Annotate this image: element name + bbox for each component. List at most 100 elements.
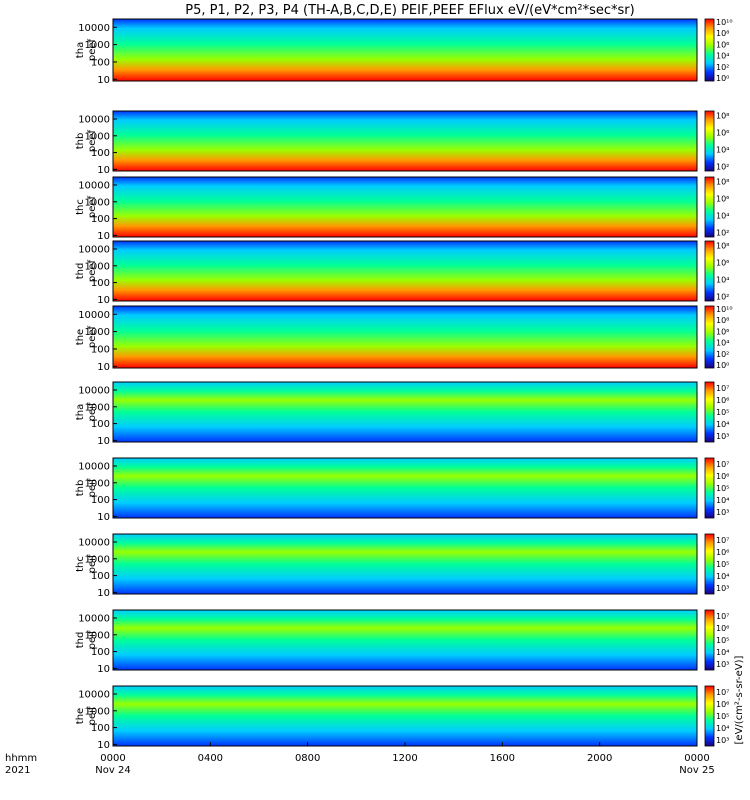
panel-label-probe: tha bbox=[75, 404, 86, 420]
colorbar-tick-label: 10⁴ bbox=[716, 724, 729, 733]
y-tick-label: 10 bbox=[97, 362, 110, 373]
panel-label-probe: tha bbox=[75, 42, 86, 58]
panel-thd-peef: 10 100 1000 10000 thd peef 10⁸ 10⁶ 10⁴ 10² bbox=[75, 240, 729, 306]
colorbar-tick-label: 10⁶ bbox=[716, 327, 729, 336]
colorbar-thc-peif bbox=[704, 533, 715, 595]
panel-label-probe: thb bbox=[75, 480, 86, 497]
y-tick-label: 10000 bbox=[78, 23, 110, 34]
panel-thc-peif: 10 100 1000 10000 thc peif 10⁷ 10⁶ 10⁵ 10⁴ 10³ bbox=[75, 533, 729, 599]
y-tick-label: 1000 bbox=[85, 261, 110, 272]
y-tick-label: 1000 bbox=[85, 706, 110, 717]
panel-thb-peef: 10 100 1000 10000 thb peef 10⁸ 10⁶ 10⁴ 10² bbox=[75, 110, 729, 176]
panels-group: 10 100 1000 10000 tha peef 10¹⁰ 10⁸ 10⁶ 10⁴ 10² 10⁰… bbox=[75, 18, 733, 751]
x-tick-label: 0400 bbox=[198, 753, 223, 764]
colorbar-tick-label: 10⁵ bbox=[716, 712, 729, 721]
colorbar-tick-label: 10⁵ bbox=[716, 560, 729, 569]
y-tick-label: 1000 bbox=[85, 554, 110, 565]
x-tick-label: 0000 bbox=[684, 753, 709, 764]
y-tick-label: 10 bbox=[97, 436, 110, 447]
y-tick-label: 100 bbox=[91, 647, 110, 658]
colorbar-tick-label: 10⁷ bbox=[716, 384, 729, 393]
y-tick-label: 100 bbox=[91, 57, 110, 68]
panel-label-probe: thc bbox=[75, 199, 86, 215]
y-tick-label: 10000 bbox=[78, 538, 110, 549]
panel-label-product: peef bbox=[87, 195, 98, 218]
colorbar-tick-label: 10⁴ bbox=[716, 276, 729, 285]
colorbar-tick-label: 10⁸ bbox=[716, 111, 729, 120]
y-tick-label: 10 bbox=[97, 165, 110, 176]
colorbar-tick-label: 10⁵ bbox=[716, 408, 729, 417]
panel-frame bbox=[112, 305, 698, 369]
y-tick-label: 1000 bbox=[85, 478, 110, 489]
panel-label-product: peif bbox=[87, 630, 98, 649]
colorbar-thc-peef bbox=[704, 176, 715, 238]
colorbar-thb-peif bbox=[704, 457, 715, 519]
y-tick-label: 1000 bbox=[85, 327, 110, 338]
spectrogram-thc-peif bbox=[113, 534, 697, 594]
colorbar-tick-label: 10⁶ bbox=[716, 396, 729, 405]
colorbar-tick-label: 10⁶ bbox=[716, 548, 729, 557]
axis-row-label-time: hhmm bbox=[5, 753, 37, 764]
colorbar-the-peef bbox=[704, 305, 715, 369]
y-tick-label: 10 bbox=[97, 740, 110, 751]
colorbar-tick-label: 10⁰ bbox=[716, 361, 729, 370]
y-tick-label: 10 bbox=[97, 664, 110, 675]
x-tick-label: 2000 bbox=[587, 753, 612, 764]
colorbar-tick-label: 10² bbox=[716, 229, 729, 238]
y-tick-label: 1000 bbox=[85, 131, 110, 142]
colorbar-tick-label: 10⁸ bbox=[716, 29, 729, 38]
panel-frame bbox=[112, 176, 698, 238]
colorbar-tick-label: 10⁸ bbox=[716, 177, 729, 186]
panel-frame bbox=[112, 381, 698, 443]
panel-the-peif: 10 100 1000 10000 the peif 10⁷ 10⁶ 10⁵ 10⁴ 10³ bbox=[75, 685, 729, 751]
x-tick-date: Nov 25 bbox=[679, 765, 714, 776]
colorbar-tick-label: 10⁴ bbox=[716, 52, 729, 61]
y-tick-label: 1000 bbox=[85, 197, 110, 208]
colorbar-title: [eV/(cm²-s-sr-eV)] bbox=[734, 655, 745, 744]
colorbar-tick-label: 10⁶ bbox=[716, 40, 729, 49]
colorbar-tick-label: 10³ bbox=[716, 432, 729, 441]
colorbar-tick-label: 10⁷ bbox=[716, 688, 729, 697]
colorbar-tick-label: 10³ bbox=[716, 508, 729, 517]
colorbar-tick-label: 10⁶ bbox=[716, 624, 729, 633]
spectrogram-the-peif bbox=[113, 686, 697, 746]
panel-thc-peef: 10 100 1000 10000 thc peef 10⁸ 10⁶ 10⁴ 10² bbox=[75, 176, 729, 242]
colorbar-tick-label: 10⁸ bbox=[716, 241, 729, 250]
y-tick-label: 100 bbox=[91, 344, 110, 355]
spectrogram-tha-peef bbox=[113, 19, 697, 81]
y-tick-label: 1000 bbox=[85, 630, 110, 641]
colorbar-tick-label: 10³ bbox=[716, 584, 729, 593]
y-tick-label: 1000 bbox=[85, 402, 110, 413]
panel-label-probe: thd bbox=[75, 263, 86, 280]
y-tick-label: 10000 bbox=[78, 310, 110, 321]
chart-title: P5, P1, P2, P3, P4 (TH-A,B,C,D,E) PEIF,P… bbox=[185, 3, 634, 18]
colorbar-tick-label: 10¹⁰ bbox=[716, 18, 733, 27]
panel-label-probe: the bbox=[75, 329, 86, 345]
y-tick-label: 10 bbox=[97, 512, 110, 523]
y-tick-label: 10 bbox=[97, 588, 110, 599]
y-tick-label: 10000 bbox=[78, 690, 110, 701]
y-tick-label: 1000 bbox=[85, 40, 110, 51]
colorbar-tick-label: 10⁵ bbox=[716, 484, 729, 493]
panel-label-probe: the bbox=[75, 708, 86, 724]
x-tick-label: 1200 bbox=[392, 753, 417, 764]
spectrogram-thd-peef bbox=[113, 241, 697, 301]
panel-label-product: peif bbox=[87, 402, 98, 421]
panel-frame bbox=[112, 110, 698, 172]
panel-thd-peif: 10 100 1000 10000 thd peif 10⁷ 10⁶ 10⁵ 10⁴ 10³ bbox=[75, 609, 729, 675]
spectrogram-the-peef bbox=[113, 306, 697, 368]
panel-label-probe: thc bbox=[75, 556, 86, 572]
colorbar-tick-label: 10⁶ bbox=[716, 258, 729, 267]
y-tick-label: 10000 bbox=[78, 115, 110, 126]
colorbar-tick-label: 10⁶ bbox=[716, 472, 729, 481]
y-tick-label: 10000 bbox=[78, 614, 110, 625]
y-tick-label: 100 bbox=[91, 723, 110, 734]
panel-frame bbox=[112, 240, 698, 302]
colorbar-tick-label: 10² bbox=[716, 163, 729, 172]
colorbar-tick-label: 10⁴ bbox=[716, 420, 729, 429]
colorbar-tick-label: 10⁷ bbox=[716, 612, 729, 621]
panel-label-probe: thd bbox=[75, 632, 86, 649]
colorbar-thd-peef bbox=[704, 240, 715, 302]
